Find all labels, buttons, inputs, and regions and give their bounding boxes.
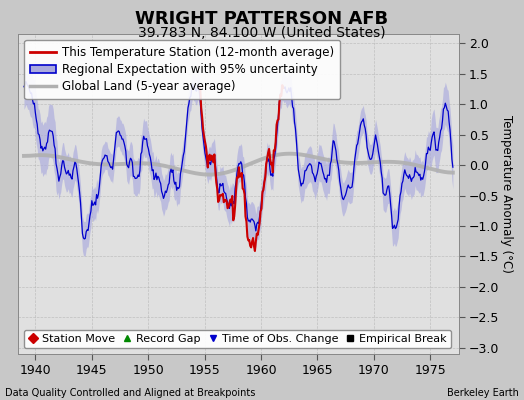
Text: Berkeley Earth: Berkeley Earth [447,388,519,398]
Y-axis label: Temperature Anomaly (°C): Temperature Anomaly (°C) [500,115,514,273]
Text: Data Quality Controlled and Aligned at Breakpoints: Data Quality Controlled and Aligned at B… [5,388,256,398]
Legend: Station Move, Record Gap, Time of Obs. Change, Empirical Break: Station Move, Record Gap, Time of Obs. C… [24,330,451,348]
Text: 39.783 N, 84.100 W (United States): 39.783 N, 84.100 W (United States) [138,26,386,40]
Text: WRIGHT PATTERSON AFB: WRIGHT PATTERSON AFB [135,10,389,28]
